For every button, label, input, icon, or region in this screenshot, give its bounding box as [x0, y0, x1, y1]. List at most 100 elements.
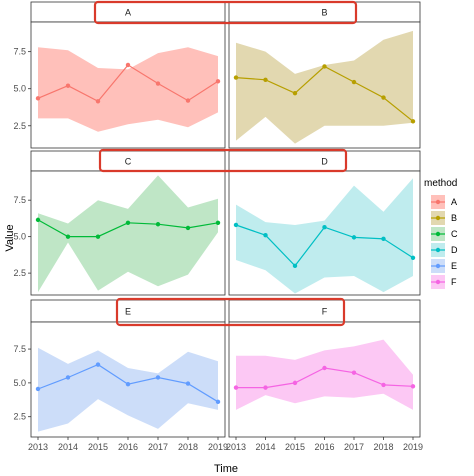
data-point [381, 382, 386, 388]
ribbon-a [38, 47, 218, 132]
panels-layer: A 2.5 5.0 7.5 B C 2.5 5.0 7.5 D E 2.5 5.0 7.5 2013 2014… [13, 1, 423, 452]
legend-key-point [435, 215, 441, 221]
legend-item-d: D [431, 243, 458, 257]
data-point [410, 255, 416, 260]
x-tick-label: 2015 [88, 442, 108, 452]
facet-panel-b: B [228, 1, 421, 149]
ribbon-b [236, 30, 413, 144]
legend-label: F [451, 277, 457, 287]
facet-panel-f: F 2013 2014 2015 2016 2017 2018 2019 [226, 299, 423, 452]
data-point [35, 217, 41, 223]
ribbon-e [38, 347, 218, 432]
data-point [125, 382, 131, 387]
legend-item-f: F [431, 275, 457, 289]
data-point [185, 225, 191, 231]
facet-strip-label: D [321, 157, 328, 167]
x-tick-label: 2016 [314, 442, 334, 452]
legend-label: E [451, 261, 457, 271]
data-point [185, 98, 191, 103]
ribbon-f [236, 339, 413, 410]
facet-strip-label: A [125, 8, 131, 18]
x-tick-label: 2017 [148, 442, 168, 452]
ribbon-d [236, 178, 413, 294]
data-point [155, 222, 161, 227]
legend-label: B [451, 213, 457, 223]
data-point [185, 381, 191, 386]
data-point [292, 263, 298, 269]
y-axis-title: Value [4, 224, 16, 251]
legend-key-point [435, 199, 441, 205]
highlight-boxes [93, 0, 358, 327]
data-point [410, 119, 416, 124]
highlight-box-row-1 [93, 0, 358, 25]
y-tick-label: 7.5 [13, 195, 26, 205]
x-tick-label: 2018 [373, 442, 393, 452]
legend-key-point [435, 263, 441, 269]
facet-strip-label: B [321, 8, 327, 18]
data-point [292, 380, 298, 386]
legend-item-b: B [431, 211, 457, 225]
y-tick-label: 2.5 [13, 121, 26, 131]
y-tick-label: 2.5 [13, 268, 26, 278]
data-point [381, 95, 386, 100]
x-tick-label: 2019 [403, 442, 423, 452]
data-point [95, 234, 101, 239]
facet-panel-a: A 2.5 5.0 7.5 [13, 1, 226, 149]
y-tick-label: 2.5 [13, 412, 26, 422]
ribbon-c [38, 175, 218, 293]
data-point [95, 362, 101, 367]
facet-panel-c: C 2.5 5.0 7.5 [13, 150, 226, 296]
data-point [65, 375, 71, 380]
legend-label: D [451, 245, 458, 255]
highlight-box-row-3 [115, 297, 346, 327]
facet-strip-label: C [125, 157, 132, 167]
legend-key-point [435, 247, 441, 253]
data-point [292, 90, 298, 96]
data-point [351, 370, 357, 375]
data-point [410, 384, 416, 389]
data-point [215, 399, 221, 405]
data-point [35, 386, 41, 392]
y-tick-label: 5.0 [13, 84, 26, 94]
y-tick-label: 7.5 [13, 344, 26, 354]
legend-label: C [451, 229, 458, 239]
x-tick-label: 2013 [28, 442, 48, 452]
x-axis-title: Time [214, 463, 238, 475]
x-tick-label: 2014 [58, 442, 78, 452]
y-tick-label: 7.5 [13, 47, 26, 57]
data-point [65, 83, 71, 88]
y-tick-label: 5.0 [13, 378, 26, 388]
x-tick-label: 2019 [208, 442, 228, 452]
legend-item-e: E [431, 259, 457, 273]
data-point [351, 79, 357, 85]
data-point [215, 79, 221, 84]
data-point [322, 224, 327, 230]
data-point [263, 77, 268, 83]
x-tick-label: 2015 [285, 442, 305, 452]
data-point [233, 385, 239, 390]
data-point [322, 64, 327, 69]
highlight-box-row-2 [98, 148, 348, 173]
data-point [263, 385, 268, 390]
legend-key-point [435, 279, 441, 285]
legend-item-c: C [431, 227, 458, 241]
x-tick-label: 2017 [344, 442, 364, 452]
data-point [125, 220, 131, 225]
data-point [233, 75, 239, 80]
data-point [233, 222, 239, 228]
facet-panel-d: D [228, 150, 421, 296]
data-point [125, 62, 131, 68]
legend-label: A [451, 197, 457, 207]
facet-strip-label: F [322, 307, 328, 317]
data-point [263, 232, 268, 238]
data-point [95, 99, 101, 104]
data-point [35, 96, 41, 101]
y-tick-label: 5.0 [13, 232, 26, 242]
x-tick-label: 2014 [255, 442, 275, 452]
data-point [65, 234, 71, 239]
legend-key-point [435, 231, 441, 237]
data-point [381, 236, 386, 242]
